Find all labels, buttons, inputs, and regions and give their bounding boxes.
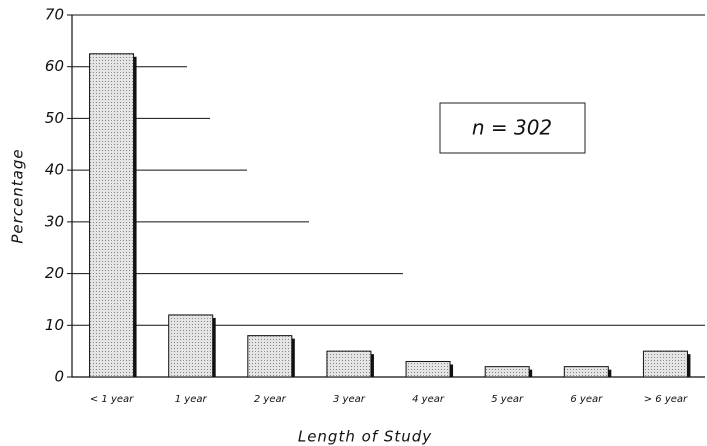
y-tick-label: 40 bbox=[45, 161, 64, 179]
x-tick-label: 6 year bbox=[570, 394, 603, 405]
annotation-box bbox=[439, 102, 586, 154]
bar-shadow bbox=[687, 354, 691, 377]
bar bbox=[89, 53, 135, 378]
x-tick-label: 1 year bbox=[175, 394, 208, 405]
x-tick-label: 4 year bbox=[412, 394, 445, 405]
bar bbox=[326, 350, 372, 378]
bar bbox=[484, 366, 530, 378]
bar bbox=[405, 360, 451, 378]
y-tick-label: 0 bbox=[54, 368, 64, 386]
bar-shadow bbox=[291, 338, 295, 377]
y-tick-label: 30 bbox=[45, 212, 64, 230]
bar-shadow bbox=[370, 354, 374, 377]
bar bbox=[642, 350, 688, 378]
y-tick-label: 20 bbox=[45, 264, 64, 282]
annotation: n = 302 bbox=[472, 116, 552, 140]
x-tick-label: 3 year bbox=[333, 394, 366, 405]
y-tick-label: 70 bbox=[45, 6, 64, 24]
x-tick-label: 2 year bbox=[254, 394, 287, 405]
bar-shadow bbox=[608, 369, 612, 377]
x-tick-label: 5 year bbox=[491, 394, 524, 405]
bar bbox=[247, 335, 293, 378]
x-axis-title: Length of Study bbox=[298, 428, 432, 446]
y-tick-label: 10 bbox=[45, 316, 64, 334]
bar-shadow bbox=[133, 56, 137, 378]
y-tick-label: 60 bbox=[45, 57, 64, 75]
x-tick-label: < 1 year bbox=[90, 394, 134, 405]
y-tick-label: 50 bbox=[45, 109, 64, 127]
x-tick-label: > 6 year bbox=[644, 394, 688, 405]
y-axis-title: Percentage bbox=[9, 148, 27, 243]
bar-shadow bbox=[212, 317, 216, 377]
bar-shadow bbox=[529, 369, 533, 377]
bar bbox=[168, 314, 214, 378]
bar bbox=[563, 366, 609, 378]
bar-shadow bbox=[450, 364, 454, 377]
